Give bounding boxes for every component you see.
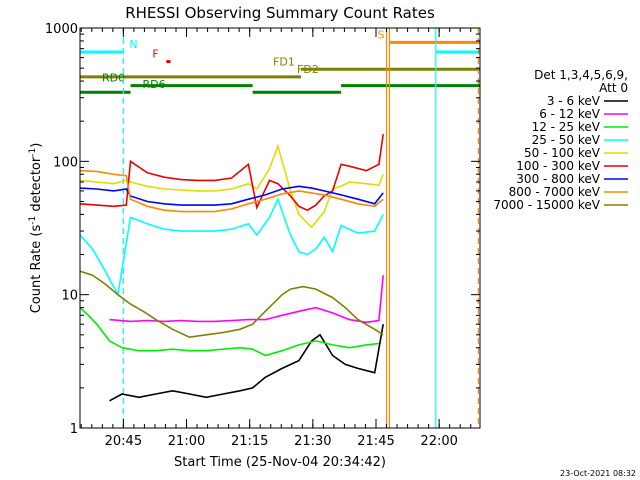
series-line-0 (109, 324, 384, 402)
y-tick-label: 10 (61, 289, 78, 304)
series-line-5 (79, 133, 384, 212)
legend-header-detectors: Det 1,3,4,5,6,9, (534, 68, 628, 82)
plot-frame (79, 27, 481, 429)
flag-label-rd0: RD0 (102, 72, 125, 85)
legend-label-4: 50 - 100 keV (524, 146, 601, 160)
flag-label-n: N (129, 38, 137, 51)
x-tick-label: 21:45 (357, 434, 394, 449)
chart-title: RHESSI Observing Summary Count Rates (125, 4, 435, 22)
series-line-2 (79, 307, 379, 357)
y-tick-label: 1 (70, 422, 78, 437)
x-axis-label: Start Time (25-Nov-04 20:34:42) (174, 455, 386, 470)
x-axis: 20:45 21:00 21:15 21:30 21:45 22:00 (80, 28, 472, 449)
x-tick-label: 21:30 (294, 434, 331, 449)
series-line-6 (79, 185, 384, 206)
series-line-3 (79, 197, 384, 298)
flag-label-s: S (377, 28, 384, 41)
legend-label-8: 7000 - 15000 keV (493, 198, 600, 212)
x-tick-label: 20:45 (105, 434, 142, 449)
legend-label-2: 12 - 25 keV (532, 120, 601, 134)
legend-header-attenuator: Att 0 (599, 81, 628, 95)
legend-label-7: 800 - 7000 keV (509, 185, 601, 199)
footer-timestamp: 23-Oct-2021 08:32 (560, 469, 636, 478)
legend-label-0: 3 - 6 keV (547, 94, 601, 108)
x-tick-label: 21:15 (231, 434, 268, 449)
series-line-8 (79, 270, 384, 339)
legend-label-1: 6 - 12 keV (539, 107, 601, 121)
y-tick-label: 1000 (45, 22, 78, 37)
plot-border (79, 27, 481, 429)
y-axis-label: Count Rate (s-1 detector-1) (28, 143, 44, 314)
legend-label-5: 100 - 300 keV (516, 159, 600, 173)
flag-label-rd6: RD6 (143, 78, 166, 91)
x-tick-label: 21:00 (168, 434, 205, 449)
y-tick-label: 100 (53, 155, 78, 170)
x-tick-label: 22:00 (420, 434, 457, 449)
legend-label-6: 300 - 800 keV (516, 172, 600, 186)
legend-label-3: 25 - 50 keV (532, 133, 601, 147)
flag-label-fd2: FD2 (297, 63, 319, 76)
series-line-7 (79, 169, 384, 213)
series-line-4 (79, 143, 384, 229)
flag-label-fd1: FD1 (273, 55, 295, 68)
flag-label-f: F (152, 48, 158, 61)
